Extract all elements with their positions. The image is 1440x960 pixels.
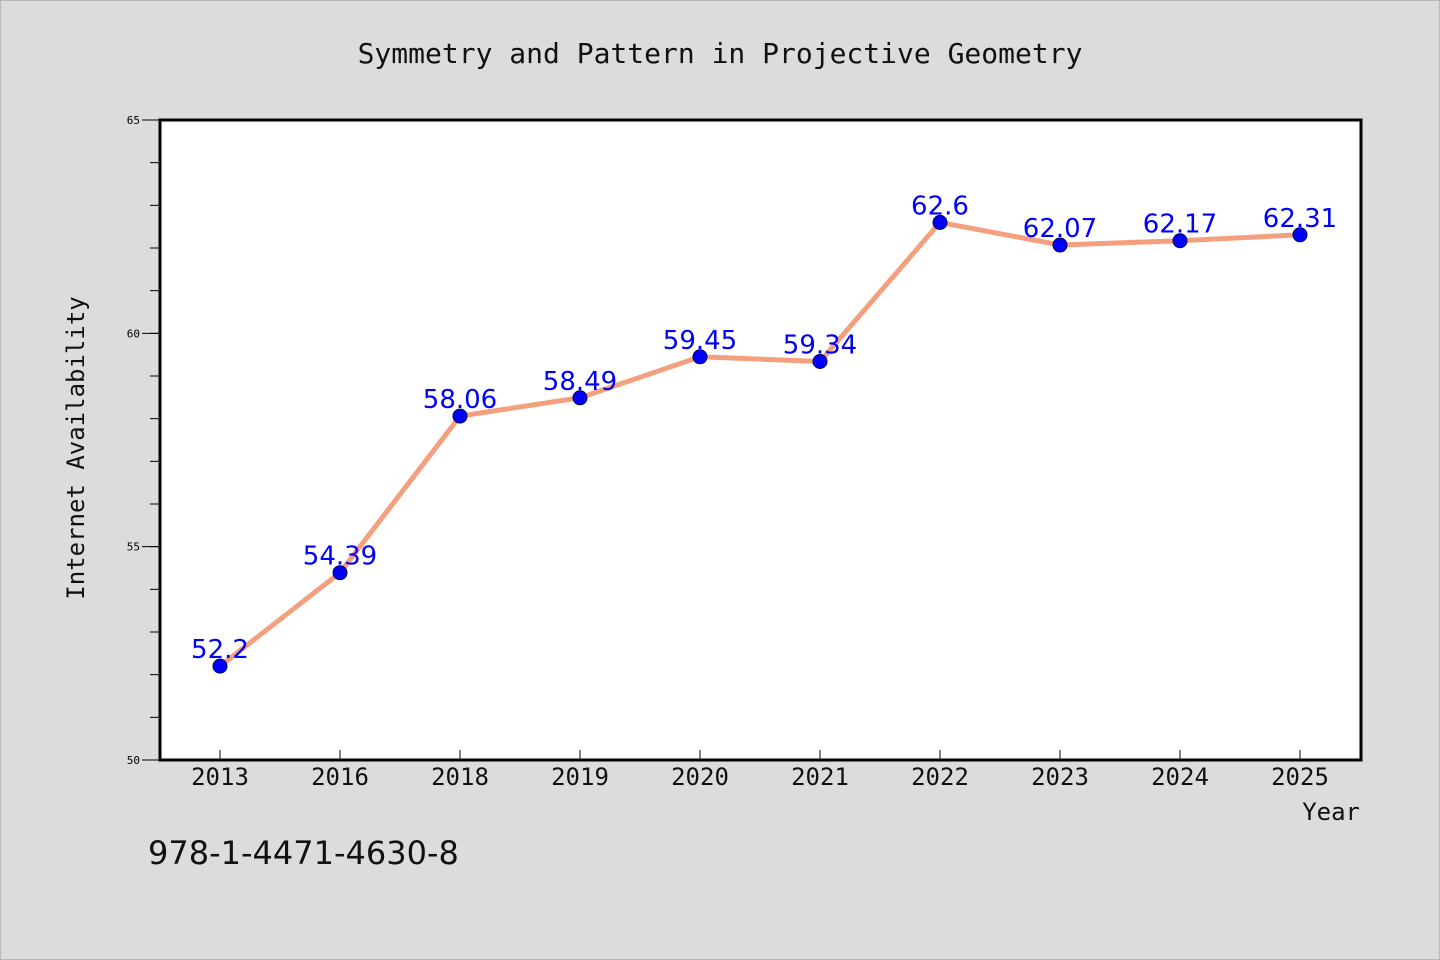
y-tick-label: 65 (127, 114, 140, 127)
x-tick-label: 2022 (911, 763, 969, 791)
y-tick-label: 60 (127, 327, 140, 340)
y-axis: 50 55 60 65 (127, 114, 160, 767)
x-tick-label: 2018 (431, 763, 489, 791)
series-layer: 52.2 54.39 58.06 58.49 59.45 59.34 62.6 62.07 62… (191, 191, 1337, 674)
data-label: 62.07 (1023, 214, 1097, 244)
data-point (212, 658, 228, 674)
data-label: 58.49 (543, 367, 617, 397)
x-axis: 2013 2016 2018 2019 2020 2021 2022 2023 2024 2025 (191, 750, 1329, 791)
x-tick-label: 2019 (551, 763, 609, 791)
x-tick-label: 2024 (1151, 763, 1209, 791)
x-axis-label: Year (1302, 798, 1360, 826)
data-point (812, 353, 828, 369)
series-line (217, 219, 1303, 669)
data-point (692, 349, 708, 365)
plot-area (158, 118, 1363, 762)
isbn-text: 978-1-4471-4630-8 (148, 834, 459, 872)
data-label: 59.34 (783, 330, 857, 360)
data-point (332, 565, 348, 581)
y-tick-label: 50 (127, 754, 140, 767)
data-point (1052, 237, 1068, 253)
data-label: 62.17 (1143, 210, 1217, 240)
data-label: 58.06 (423, 385, 497, 415)
data-label: 54.39 (303, 542, 377, 572)
data-label: 62.31 (1263, 204, 1337, 234)
data-label: 59.45 (663, 326, 737, 356)
data-point (1172, 233, 1188, 249)
data-point (572, 390, 588, 406)
x-tick-label: 2013 (191, 763, 249, 791)
data-label: 62.6 (911, 191, 969, 221)
x-tick-label: 2023 (1031, 763, 1089, 791)
data-point (1292, 227, 1308, 243)
x-tick-label: 2021 (791, 763, 849, 791)
data-label: 52.2 (191, 635, 249, 665)
y-tick-label: 55 (127, 541, 140, 554)
chart-title: Symmetry and Pattern in Projective Geome… (358, 37, 1083, 70)
x-tick-label: 2016 (311, 763, 369, 791)
x-tick-label: 2025 (1271, 763, 1329, 791)
data-point (452, 408, 468, 424)
y-axis-label: Internet Availability (62, 296, 90, 599)
x-tick-label: 2020 (671, 763, 729, 791)
data-point (932, 214, 948, 230)
